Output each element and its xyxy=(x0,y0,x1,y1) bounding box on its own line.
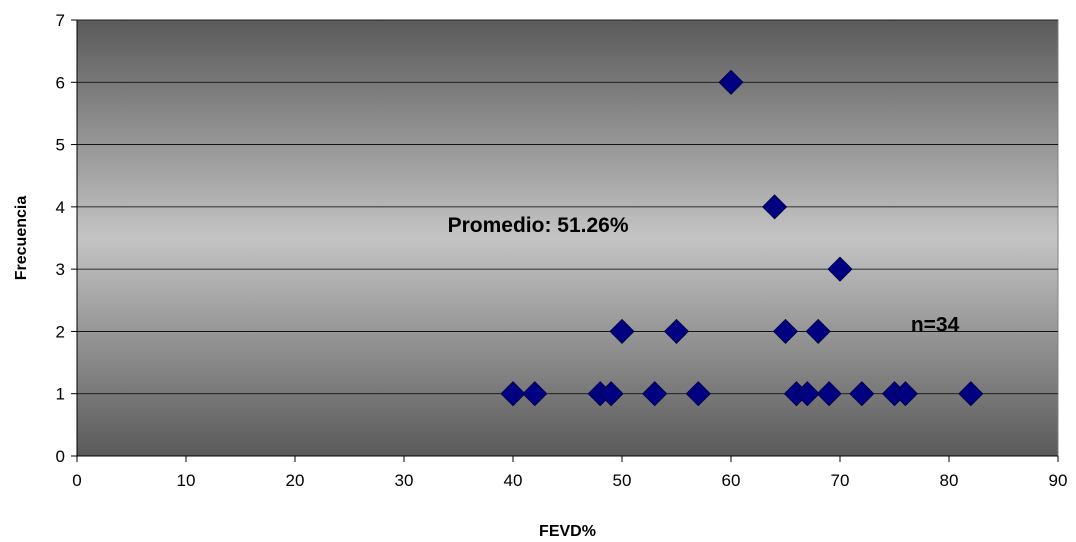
y-tick-label: 0 xyxy=(56,447,65,466)
annotations: Promedio: 51.26% n=34 xyxy=(448,214,960,337)
annotation-text: n=34 xyxy=(911,313,960,336)
data-point xyxy=(816,381,842,407)
data-point xyxy=(718,69,744,95)
y-tick-label: 1 xyxy=(56,385,65,404)
x-tick-label: 10 xyxy=(177,471,196,490)
data-point xyxy=(958,381,984,407)
x-tick-label: 50 xyxy=(613,471,632,490)
x-tick-label: 80 xyxy=(940,471,959,490)
y-tick-label: 2 xyxy=(56,322,65,341)
data-point xyxy=(598,381,624,407)
data-point xyxy=(827,256,853,282)
data-points xyxy=(500,69,984,407)
y-tick-label: 3 xyxy=(56,260,65,279)
x-tick-label: 90 xyxy=(1049,471,1068,490)
y-tick-label: 5 xyxy=(56,136,65,155)
data-point xyxy=(762,194,788,220)
x-tick-label: 60 xyxy=(722,471,741,490)
annotation-text: Promedio: 51.26% xyxy=(448,214,629,237)
data-point xyxy=(805,318,831,344)
data-point xyxy=(685,381,711,407)
y-tick-label: 7 xyxy=(56,11,65,30)
data-point xyxy=(849,381,875,407)
x-axis-title: FEVD% xyxy=(539,523,596,540)
x-tick-labels: 0 10 20 30 40 50 60 70 80 90 xyxy=(72,471,1067,490)
data-point xyxy=(772,318,799,344)
x-tick-label: 40 xyxy=(504,471,523,490)
data-point xyxy=(642,381,668,407)
data-point xyxy=(663,318,690,344)
data-point xyxy=(500,381,526,407)
data-point xyxy=(609,318,635,344)
data-point xyxy=(794,381,820,407)
x-tick-label: 20 xyxy=(286,471,305,490)
x-tick-label: 30 xyxy=(395,471,414,490)
x-tick-label: 70 xyxy=(831,471,850,490)
axes xyxy=(71,19,1059,462)
data-point xyxy=(522,381,548,407)
y-tick-labels: 0 1 2 3 4 5 6 7 xyxy=(56,11,65,466)
data-point xyxy=(892,381,918,407)
y-tick-label: 4 xyxy=(56,198,65,217)
x-tick-label: 0 xyxy=(72,471,81,490)
y-tick-label: 6 xyxy=(56,73,65,92)
y-axis-title: Frecuencia xyxy=(13,196,30,281)
